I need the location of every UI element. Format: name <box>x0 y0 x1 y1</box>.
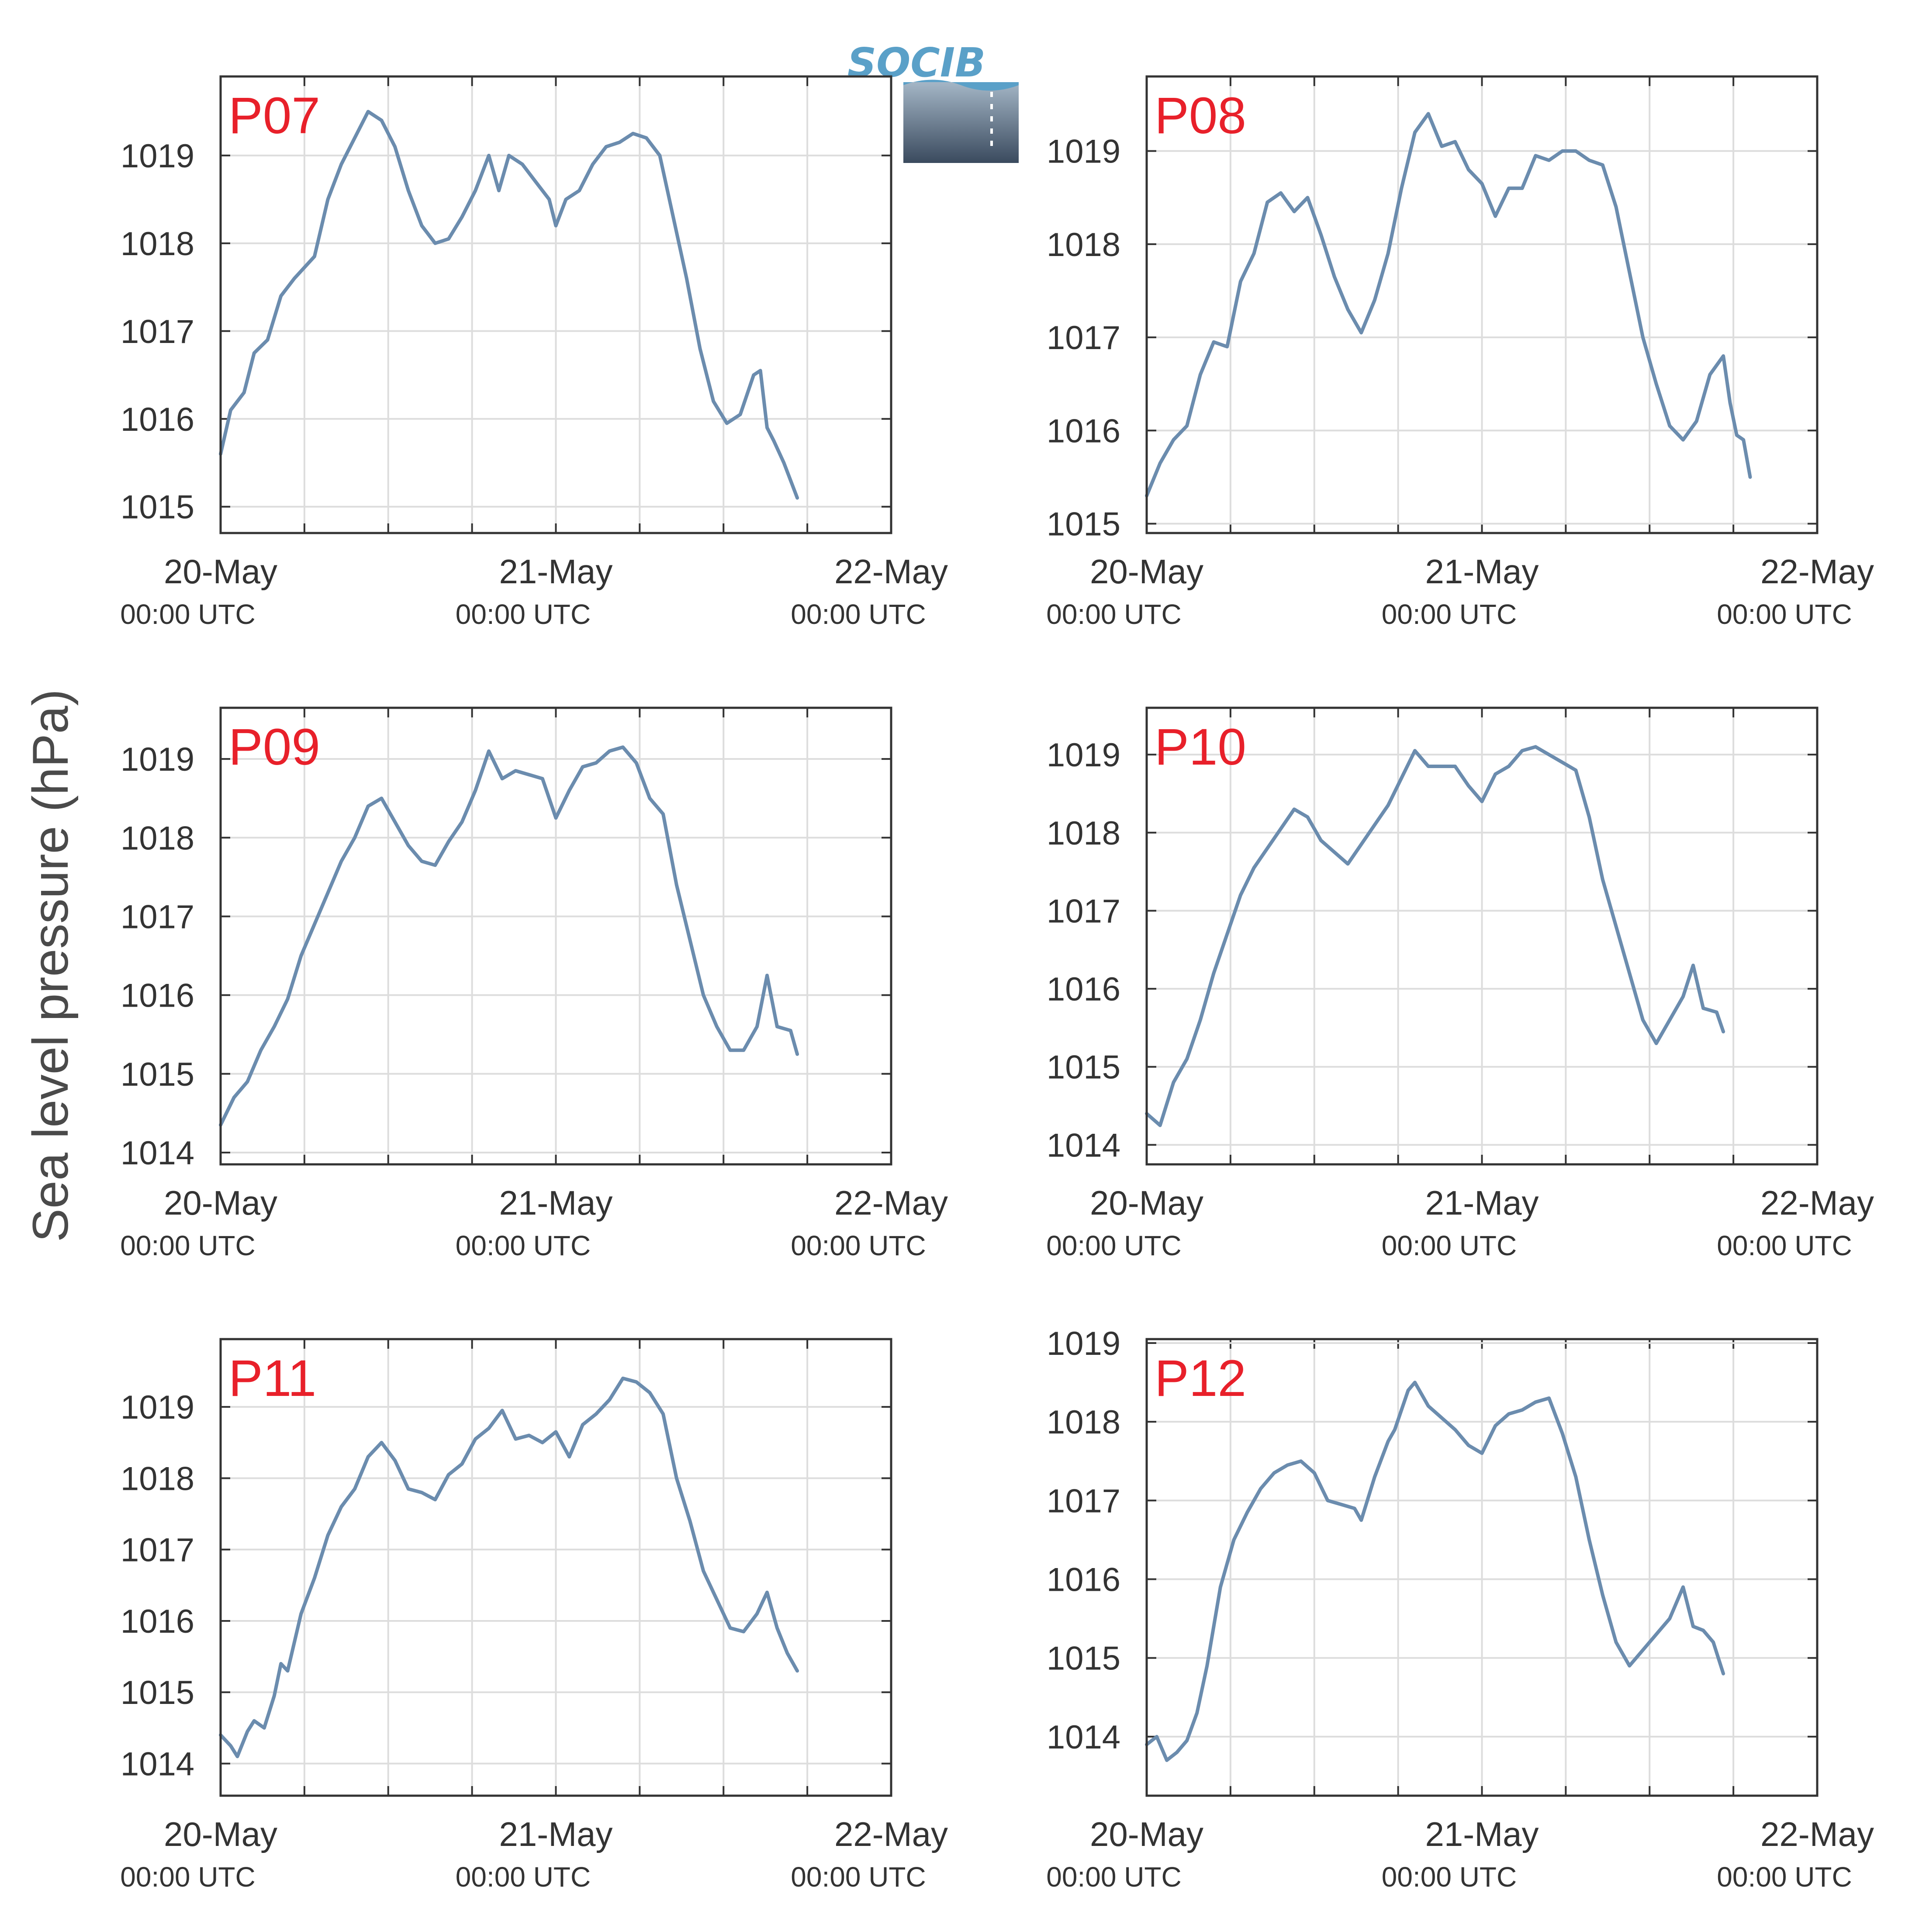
y-tick-label: 1018 <box>1047 815 1120 852</box>
y-tick-label: 1017 <box>121 313 194 350</box>
x-tick-label-time: 00:00 UTC <box>791 1230 926 1261</box>
y-tick-label: 1015 <box>1047 506 1120 543</box>
series-line-p09 <box>219 745 799 1127</box>
x-tick-label-date: 22-May <box>834 552 948 591</box>
panels: 1015 1016 1017 1018 1019 P07 20-May 00:00 UTC 21… <box>120 75 1874 1893</box>
x-tick-label-time: 00:00 UTC <box>1046 1230 1181 1261</box>
station-label: P10 <box>1155 718 1246 776</box>
x-tick-label-time: 00:00 UTC <box>1046 599 1181 630</box>
x-tick-label-date: 22-May <box>834 1815 948 1853</box>
x-tick-label-date: 22-May <box>1760 1184 1874 1222</box>
y-tick-label: 1017 <box>121 898 194 935</box>
x-tick-label-date: 21-May <box>499 1815 612 1853</box>
y-tick-label: 1016 <box>1047 412 1120 450</box>
station-label: P11 <box>228 1350 316 1407</box>
plot-frame <box>219 75 892 534</box>
y-tick-label: 1015 <box>1047 1640 1120 1677</box>
x-tick-label-date: 20-May <box>1090 1815 1203 1853</box>
y-tick-label: 1017 <box>1047 319 1120 357</box>
y-tick-label: 1019 <box>121 741 194 778</box>
x-tick-label-date: 21-May <box>1425 552 1539 591</box>
plot-frame <box>219 706 892 1166</box>
y-axis-label: Sea level pressure (hPa) <box>23 689 79 1242</box>
x-tick-label-time: 00:00 UTC <box>1717 599 1852 630</box>
station-label: P09 <box>228 718 320 776</box>
logo-wave <box>903 82 1019 163</box>
y-tick-label: 1018 <box>121 820 194 857</box>
y-tick-label: 1019 <box>121 1389 194 1426</box>
y-tick-label: 1019 <box>121 138 194 175</box>
x-tick-label-time: 00:00 UTC <box>456 599 591 630</box>
y-tick-label: 1015 <box>121 1056 194 1093</box>
x-tick-label-date: 22-May <box>1760 1815 1874 1853</box>
x-tick-label-date: 21-May <box>499 552 612 591</box>
plot-frame <box>1145 706 1819 1166</box>
chart-panel-p09: 1014 1015 1016 1017 1018 1019 P09 20-May 00:00 U… <box>120 706 948 1261</box>
x-tick-label-date: 20-May <box>164 552 277 591</box>
y-tick-label: 1017 <box>1047 893 1120 930</box>
x-tick-label-time: 00:00 UTC <box>456 1861 591 1893</box>
y-tick-label: 1018 <box>1047 1404 1120 1441</box>
x-tick-label-date: 20-May <box>164 1815 277 1853</box>
y-tick-label: 1017 <box>1047 1482 1120 1520</box>
x-tick-label-date: 22-May <box>834 1184 948 1222</box>
x-tick-label-time: 00:00 UTC <box>791 599 926 630</box>
y-tick-label: 1015 <box>1047 1049 1120 1086</box>
x-tick-label-date: 21-May <box>499 1184 612 1222</box>
y-tick-label: 1018 <box>121 225 194 263</box>
series-line-p10 <box>1145 745 1725 1127</box>
y-tick-label: 1018 <box>121 1460 194 1497</box>
y-tick-label: 1016 <box>1047 1562 1120 1599</box>
x-tick-label-date: 21-May <box>1425 1184 1539 1222</box>
x-tick-label-date: 20-May <box>164 1184 277 1222</box>
chart-panel-p10: 1014 1015 1016 1017 1018 1019 P10 20-May 00:00 U… <box>1046 706 1874 1261</box>
y-tick-label: 1019 <box>1047 737 1120 774</box>
chart-panel-p12: 1014 1015 1016 1017 1018 1019 P12 20-May 00:00 U… <box>1046 1325 1874 1893</box>
x-tick-label-date: 20-May <box>1090 552 1203 591</box>
chart-panel-p08: 1015 1016 1017 1018 1019 P08 20-May 00:00 UTC 21… <box>1046 75 1874 630</box>
y-tick-label: 1017 <box>121 1532 194 1569</box>
y-tick-label: 1016 <box>121 977 194 1014</box>
x-tick-label-date: 22-May <box>1760 552 1874 591</box>
y-tick-label: 1015 <box>121 489 194 526</box>
series-line-p07 <box>219 110 799 500</box>
y-tick-label: 1016 <box>121 1603 194 1640</box>
chart-panel-p07: 1015 1016 1017 1018 1019 P07 20-May 00:00 UTC 21… <box>120 75 948 630</box>
y-tick-label: 1018 <box>1047 226 1120 263</box>
y-tick-label: 1016 <box>1047 971 1120 1008</box>
y-tick-label: 1014 <box>121 1746 194 1783</box>
station-label: P07 <box>228 87 320 145</box>
y-tick-label: 1019 <box>1047 133 1120 170</box>
series-line-p11 <box>219 1376 799 1759</box>
socib-logo: SOCIB <box>847 39 1019 163</box>
x-tick-label-time: 00:00 UTC <box>120 599 255 630</box>
y-tick-label: 1016 <box>121 401 194 438</box>
station-label: P12 <box>1155 1350 1246 1407</box>
x-tick-label-time: 00:00 UTC <box>1046 1861 1181 1893</box>
x-tick-label-date: 21-May <box>1425 1815 1539 1853</box>
x-tick-label-time: 00:00 UTC <box>791 1861 926 1893</box>
plot-frame <box>1145 75 1819 534</box>
station-label: P08 <box>1155 87 1246 145</box>
x-tick-label-time: 00:00 UTC <box>1382 599 1517 630</box>
y-tick-label: 1015 <box>121 1674 194 1711</box>
x-tick-label-time: 00:00 UTC <box>120 1861 255 1893</box>
y-tick-label: 1014 <box>1047 1127 1120 1164</box>
series-line-p12 <box>1145 1381 1725 1762</box>
x-tick-label-time: 00:00 UTC <box>456 1230 591 1261</box>
x-tick-label-time: 00:00 UTC <box>1717 1230 1852 1261</box>
series-line-p08 <box>1145 112 1752 498</box>
plot-frame <box>1145 1338 1819 1797</box>
x-tick-label-time: 00:00 UTC <box>120 1230 255 1261</box>
plot-frame <box>219 1338 892 1797</box>
x-tick-label-time: 00:00 UTC <box>1382 1230 1517 1261</box>
chart-panel-p11: 1014 1015 1016 1017 1018 1019 P11 20-May 00:00 U… <box>120 1338 948 1893</box>
y-tick-label: 1019 <box>1047 1325 1120 1362</box>
y-tick-label: 1014 <box>1047 1719 1120 1756</box>
x-tick-label-date: 20-May <box>1090 1184 1203 1222</box>
x-tick-label-time: 00:00 UTC <box>1717 1861 1852 1893</box>
y-tick-label: 1014 <box>121 1135 194 1172</box>
x-tick-label-time: 00:00 UTC <box>1382 1861 1517 1893</box>
